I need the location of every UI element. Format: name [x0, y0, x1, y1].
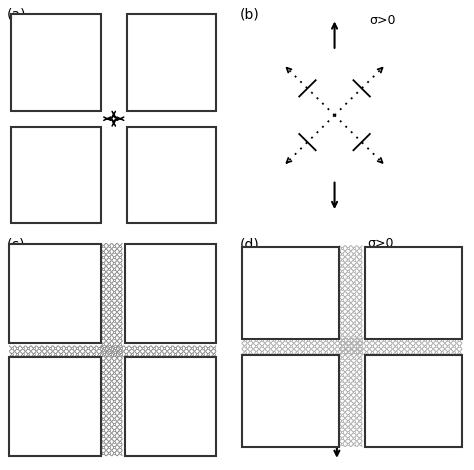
Text: (d): (d): [239, 237, 259, 251]
Bar: [365, 355, 462, 447]
Bar: [242, 355, 339, 447]
Text: (b): (b): [239, 7, 259, 21]
Text: (c): (c): [7, 237, 26, 251]
Bar: [127, 127, 216, 224]
Bar: [11, 14, 100, 110]
Bar: [365, 246, 462, 338]
Text: σ>0: σ>0: [367, 237, 393, 251]
Bar: [9, 357, 100, 456]
Bar: [127, 14, 216, 110]
Bar: [125, 357, 216, 456]
Bar: [125, 244, 216, 343]
Bar: [9, 244, 100, 343]
Text: σ>0: σ>0: [369, 14, 396, 27]
Text: (a): (a): [7, 7, 27, 21]
Bar: [11, 127, 100, 224]
Bar: [242, 246, 339, 338]
